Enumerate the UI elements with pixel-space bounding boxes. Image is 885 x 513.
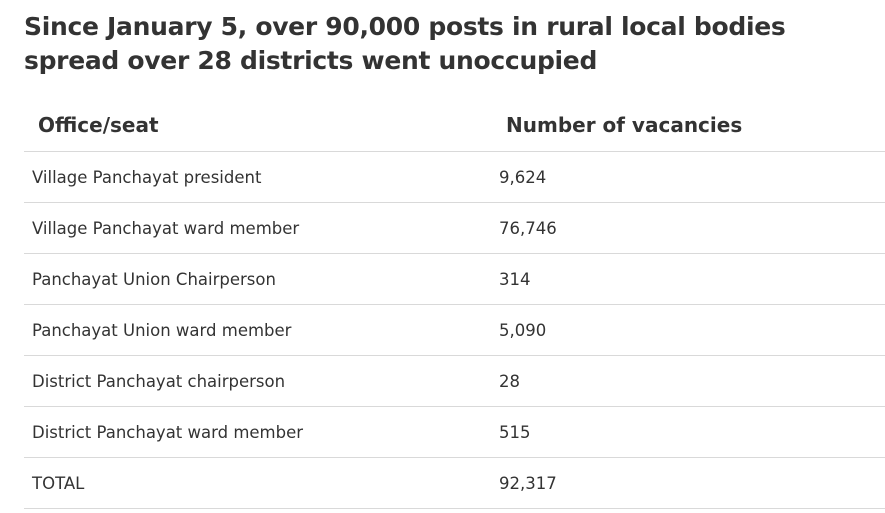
table-row: Village Panchayat ward member 76,746 [24, 203, 885, 254]
table-row: Village Panchayat president 9,624 [24, 152, 885, 203]
vacancies-cell: 28 [499, 371, 520, 391]
office-cell: Village Panchayat ward member [32, 218, 300, 238]
vacancies-cell: 5,090 [499, 320, 547, 340]
office-cell: Panchayat Union Chairperson [32, 269, 276, 289]
vacancies-cell: 9,624 [499, 167, 547, 187]
table-row-total: TOTAL 92,317 [24, 458, 885, 509]
column-header-office: Office/seat [38, 112, 159, 137]
vacancies-cell: 314 [499, 269, 531, 289]
office-cell: District Panchayat ward member [32, 422, 304, 442]
office-cell: Panchayat Union ward member [32, 320, 292, 340]
table-row: Panchayat Union ward member 5,090 [24, 305, 885, 356]
vacancies-cell: 92,317 [499, 473, 557, 493]
office-cell: District Panchayat chairperson [32, 371, 286, 391]
vacancies-cell: 76,746 [499, 218, 557, 238]
table-row: District Panchayat ward member 515 [24, 407, 885, 458]
office-cell: Village Panchayat president [32, 167, 262, 187]
vacancies-table: Office/seat Number of vacancies Village … [24, 98, 885, 509]
table-row: Panchayat Union Chairperson 314 [24, 254, 885, 305]
table-header: Office/seat Number of vacancies [24, 98, 885, 152]
column-header-vacancies: Number of vacancies [506, 112, 743, 137]
office-cell: TOTAL [32, 473, 85, 493]
vacancies-cell: 515 [499, 422, 531, 442]
table-row: District Panchayat chairperson 28 [24, 356, 885, 407]
chart-title: Since January 5, over 90,000 posts in ru… [24, 12, 786, 75]
